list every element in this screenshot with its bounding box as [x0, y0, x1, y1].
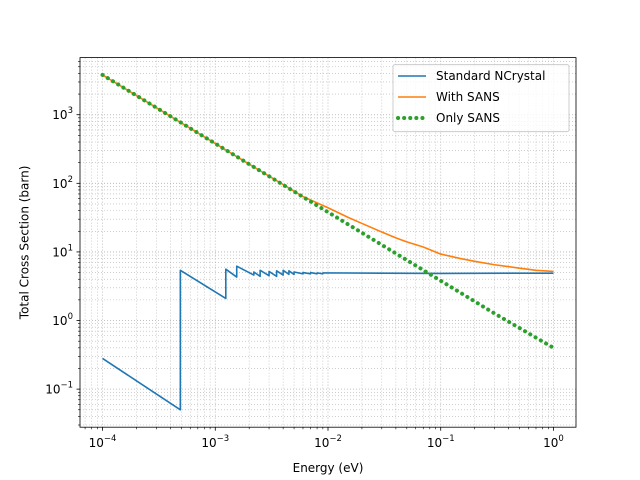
y-tick-label: 103: [52, 106, 73, 122]
x-tick-label: 10−2: [314, 434, 342, 450]
y-axis-label: Total Cross Section (barn): [18, 166, 32, 321]
y-tick-label: 102: [52, 175, 73, 191]
x-tick-label: 10−3: [201, 434, 229, 450]
series-line-standard-ncrystal: [102, 265, 554, 411]
axis-ticks: 10−4 10−3 10−2 10−1 100 10−1 100 101 102 103: [45, 61, 564, 450]
x-tick-label: 10−1: [427, 434, 455, 450]
series-line-only-sans: [100, 72, 556, 350]
y-tick-label: 101: [52, 243, 73, 259]
x-tick-label: 10−4: [89, 434, 117, 450]
y-tick-label: 10−1: [45, 381, 73, 397]
legend-label-standard-ncrystal: Standard NCrystal: [436, 69, 545, 83]
legend-label-with-sans: With SANS: [436, 90, 500, 104]
x-axis-label: Energy (eV): [293, 461, 364, 475]
x-tick-label: 100: [543, 434, 564, 450]
legend-label-only-sans: Only SANS: [436, 111, 500, 125]
y-tick-label: 100: [52, 312, 73, 328]
legend-box: [392, 64, 570, 133]
plot-area: [100, 72, 556, 411]
legend: Standard NCrystal With SANS Only SANS: [392, 64, 570, 133]
